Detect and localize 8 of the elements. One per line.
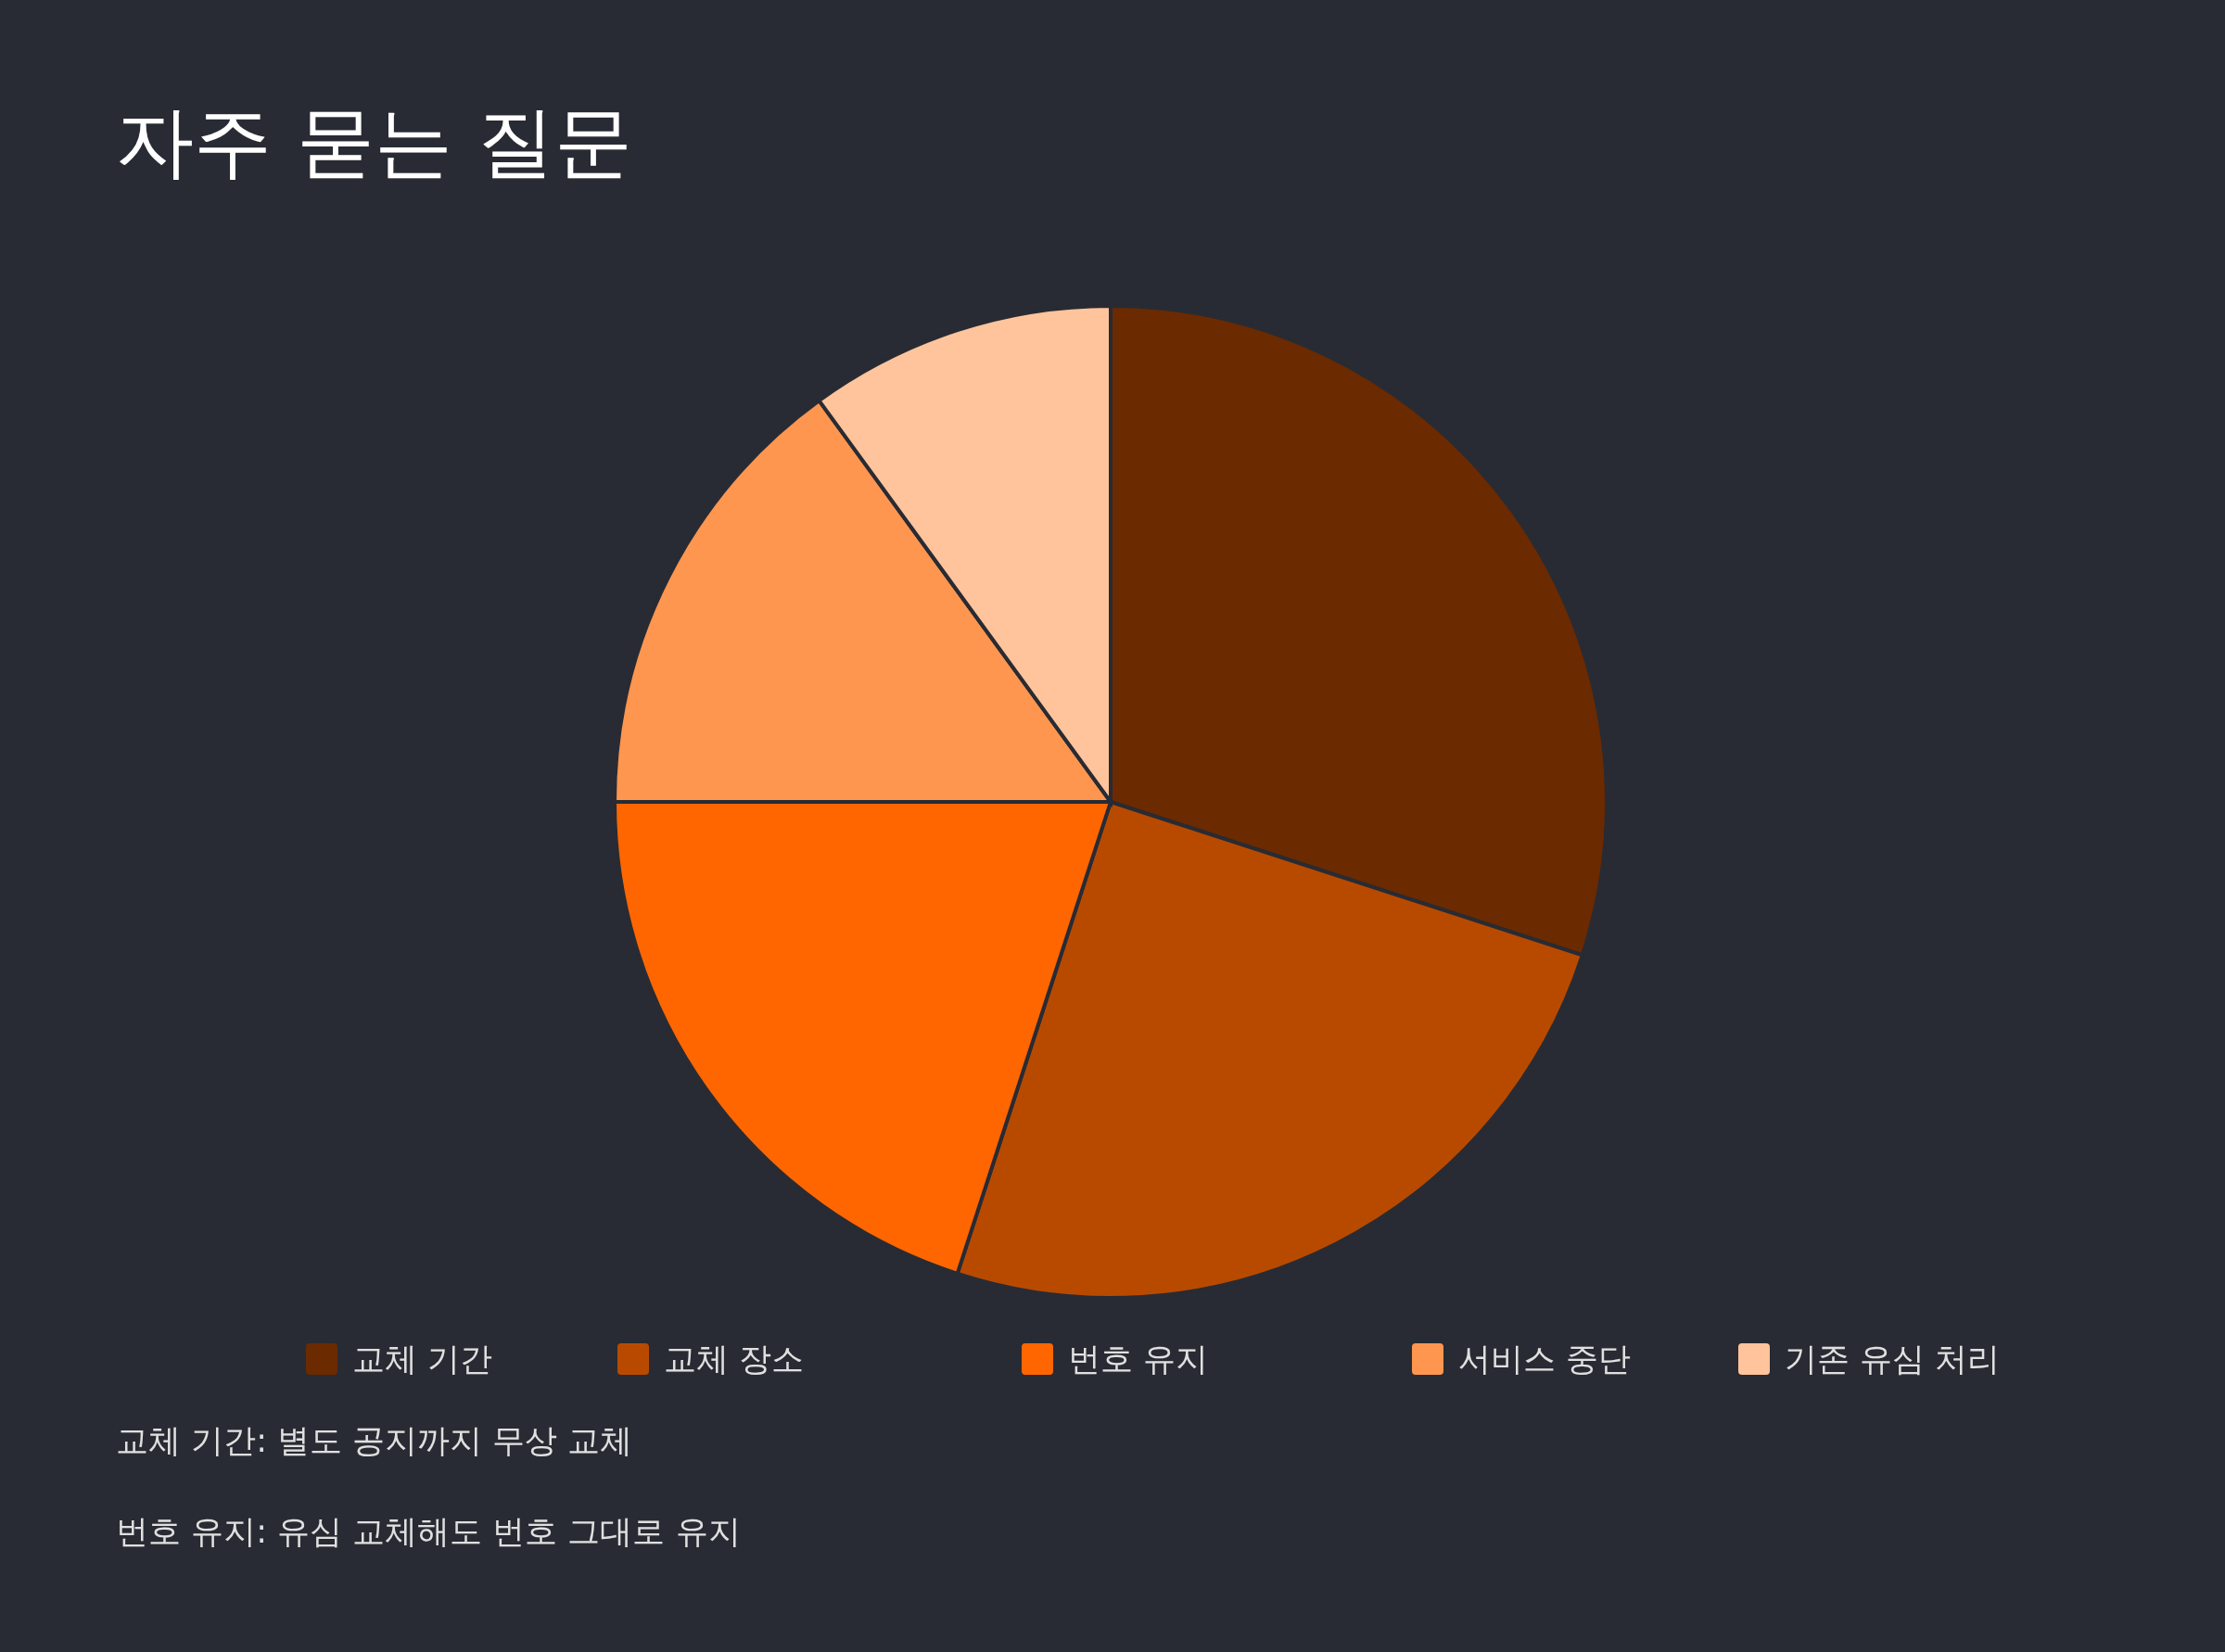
text: 교체 기간: 별도 공지까지 무상 교체	[116, 1422, 633, 1459]
legend-label: 번호 유지	[1068, 1341, 1209, 1379]
legend-label: 교체 장소	[664, 1341, 805, 1379]
text: 번호 유지: 유심 교체해도 번호 그대로 유지	[116, 1513, 741, 1550]
chart-title: 자주 묻는 질문	[116, 96, 633, 187]
legend-label: 기존 유심 처리	[1785, 1341, 2001, 1379]
legend-label: 교체 기간	[352, 1341, 493, 1379]
legend-label: 서비스 중단	[1458, 1341, 1632, 1379]
